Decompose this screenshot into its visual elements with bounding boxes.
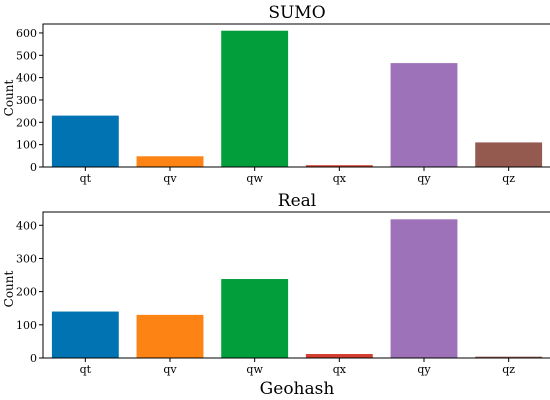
real-x-tick-label: qw [246,363,263,376]
sumo-ticks: qt qv qw qx qy qz 0 100 200 300 400 500 600 [16,27,515,185]
sumo-x-tick-label: qt [80,172,92,185]
real-bars [51,219,543,358]
real-y-axis-label: Count [2,270,16,307]
real-ticks: qt qv qw qx qy qz 0 100 200 300 400 [16,219,515,376]
real-x-tick-label: qt [80,363,92,376]
real-bar-qv [136,314,204,358]
real-bar-qy [390,219,458,358]
sumo-bar-qv [136,156,204,167]
sumo-bar-qx [305,165,373,167]
real-y-tick-label: 300 [16,252,37,265]
sumo-y-tick-label: 200 [16,116,37,129]
real-x-tick-label: qx [333,363,347,376]
real-bar-qz [475,356,543,358]
real-panel: Real Count qt qv qw qx qy qz 0 100 200 300 400 [2,191,550,376]
sumo-bars [51,30,543,167]
sumo-x-tick-label: qw [246,172,263,185]
real-y-tick-label: 100 [16,319,37,332]
sumo-bar-qw [221,30,289,167]
real-y-tick-label: 200 [16,286,37,299]
sumo-x-tick-label: qy [417,172,431,185]
real-y-tick-label: 0 [30,352,37,365]
sumo-plot-frame [42,23,550,168]
real-bar-qx [305,354,373,358]
sumo-panel: SUMO Count qt qv qw qx qy qz 0 100 200 300 400 500 6… [2,3,550,185]
real-bar-qt [51,311,119,358]
real-y-tick-label: 400 [16,219,37,232]
sumo-y-axis-label: Count [2,79,16,116]
real-title: Real [278,191,316,211]
sumo-bar-qz [475,142,543,167]
sumo-bar-qt [51,115,119,167]
sumo-x-tick-label: qv [163,172,177,185]
real-bar-qw [221,279,289,358]
sumo-y-tick-label: 100 [16,139,37,152]
sumo-y-tick-label: 400 [16,72,37,85]
sumo-title: SUMO [268,3,325,23]
sumo-y-tick-label: 0 [30,161,37,174]
sumo-y-tick-label: 300 [16,94,37,107]
sumo-y-tick-label: 500 [16,49,37,62]
sumo-y-tick-label: 600 [16,27,37,40]
real-plot-frame [42,211,550,359]
sumo-x-tick-label: qz [502,172,515,185]
real-x-tick-label: qv [163,363,177,376]
real-x-tick-label: qy [417,363,431,376]
real-x-tick-label: qz [502,363,515,376]
x-axis-label: Geohash [260,379,335,399]
sumo-bar-qy [390,63,458,167]
sumo-x-tick-label: qx [333,172,347,185]
